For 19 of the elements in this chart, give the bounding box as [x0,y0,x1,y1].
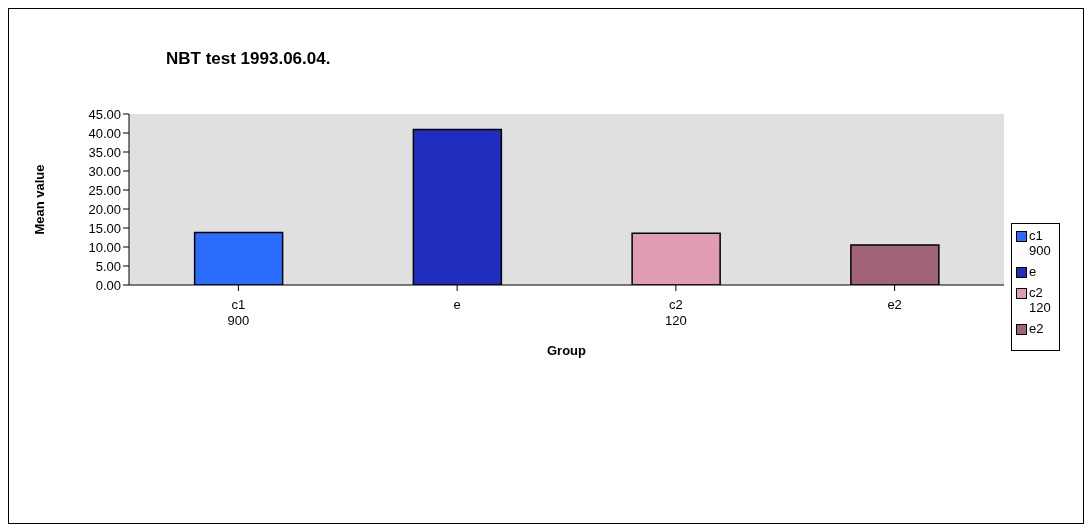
y-tick-label: 15.00 [88,220,121,236]
x-tick-label: c1 900 [227,297,250,328]
y-tick-label: 30.00 [88,163,121,179]
legend-label: c1 900 [1029,228,1051,258]
y-tick-label: 40.00 [88,125,121,141]
x-tick-label: e [453,297,461,312]
chart-title: NBT test 1993.06.04. [166,49,331,69]
x-axis-title: Group [547,343,587,358]
y-tick-label: 25.00 [88,182,121,198]
y-axis-title: Mean value [31,164,47,235]
y-tick-label: 35.00 [88,144,121,160]
y-tick-label: 0.00 [95,277,121,293]
x-tick-label: c2 120 [665,297,687,328]
y-tick-label: 5.00 [95,258,121,274]
legend-label: e [1029,264,1037,279]
y-tick-label: 45.00 [88,106,121,122]
y-tick-label: 10.00 [88,239,121,255]
y-tick-label: 20.00 [88,201,121,217]
x-tick-label: e2 [887,297,902,312]
